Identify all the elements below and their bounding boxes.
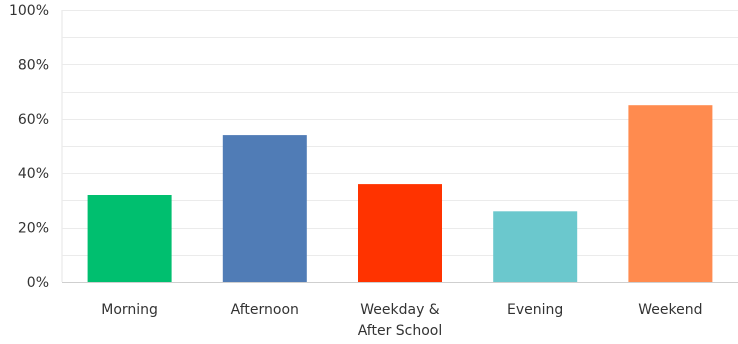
- x-tick-label: Weekend: [638, 302, 702, 318]
- x-tick-label: Afternoon: [231, 302, 299, 318]
- y-tick-label: 100%: [9, 3, 49, 19]
- y-tick-label: 20%: [18, 221, 49, 237]
- bar: [87, 195, 172, 282]
- y-tick-label: 40%: [18, 166, 49, 182]
- y-tick-label: 80%: [18, 57, 49, 73]
- bar: [628, 105, 713, 282]
- x-tick-label: Morning: [101, 302, 158, 318]
- y-axis-ticks: 0% 20% 40% 60% 80% 100%: [9, 3, 49, 291]
- bar: [493, 211, 578, 282]
- bar: [222, 135, 307, 282]
- y-tick-label: 60%: [18, 112, 49, 128]
- x-tick-label: Evening: [507, 302, 563, 318]
- bar: [358, 184, 442, 282]
- x-tick-label: Weekday & After School: [358, 302, 443, 339]
- y-tick-label: 0%: [27, 275, 49, 291]
- bars: [87, 105, 713, 282]
- x-axis-ticks: Morning Afternoon Weekday & After School Eve…: [101, 302, 702, 339]
